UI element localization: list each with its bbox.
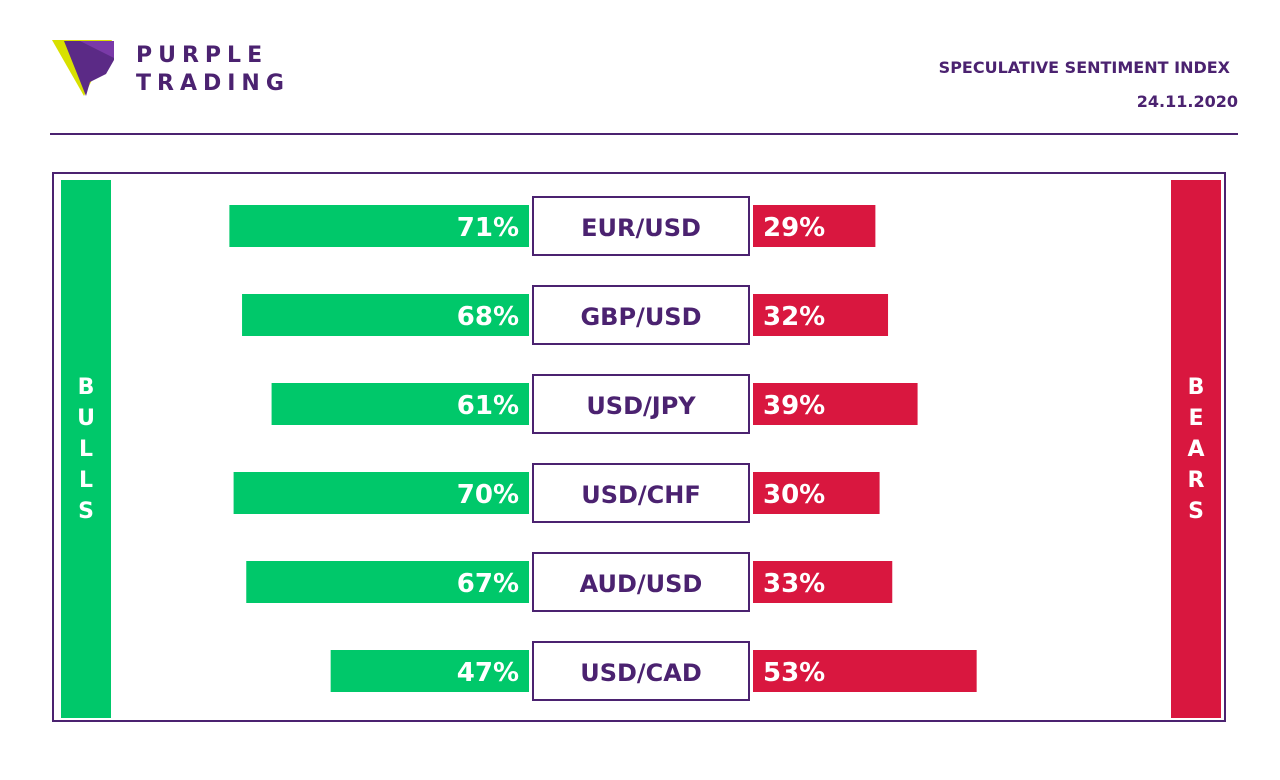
bulls-bar (229, 205, 529, 247)
bears-value-label: 39% (763, 391, 825, 421)
header-divider (50, 133, 1238, 135)
pair-box (532, 374, 750, 434)
purple-trading-logo: PURPLE TRADING (50, 38, 320, 100)
bears-value-label: 30% (763, 480, 825, 510)
bulls-bar (242, 294, 530, 336)
bears-bar (753, 205, 876, 247)
bulls-letter: L (78, 467, 94, 493)
bears-bar (753, 383, 918, 425)
currency-pair-label: USD/JPY (586, 392, 696, 420)
bulls-bar (271, 383, 529, 425)
currency-pair-label: GBP/USD (580, 303, 701, 331)
pair-box (532, 463, 750, 523)
bulls-value-label: 47% (457, 658, 519, 688)
currency-pair-label: USD/CAD (580, 659, 702, 687)
logo-triangle-icon (52, 40, 114, 96)
bulls-bar (330, 650, 529, 692)
pair-box (532, 196, 750, 256)
logo-text: PURPLE TRADING (136, 42, 290, 98)
bulls-bar (246, 561, 529, 603)
currency-pair-label: AUD/USD (580, 570, 703, 598)
currency-pair-label: EUR/USD (581, 214, 701, 242)
bulls-letter: L (78, 436, 94, 462)
bears-bar (753, 561, 893, 603)
bulls-letter: U (77, 405, 95, 431)
bears-letter: E (1188, 405, 1204, 431)
bears-value-label: 53% (763, 658, 825, 688)
bulls-value-label: 67% (457, 569, 519, 599)
report-title: SPECULATIVE SENTIMENT INDEX (938, 58, 1230, 77)
bears-letter: R (1187, 467, 1205, 493)
bears-letter: B (1187, 374, 1205, 400)
bears-letter: S (1188, 498, 1204, 524)
pair-box (532, 552, 750, 612)
chart-frame (52, 172, 1226, 722)
bulls-letter: B (77, 374, 95, 400)
bears-letter: A (1187, 436, 1205, 462)
report-date: 24.11.2020 (1136, 92, 1238, 111)
bulls-value-label: 68% (457, 302, 519, 332)
bears-bar (753, 650, 977, 692)
logo-line-1: PURPLE (136, 43, 269, 68)
bulls-bar (233, 472, 529, 514)
bears-value-label: 33% (763, 569, 825, 599)
bulls-value-label: 70% (457, 480, 519, 510)
pair-box (532, 285, 750, 345)
currency-pair-label: USD/CHF (581, 481, 701, 509)
bears-value-label: 29% (763, 213, 825, 243)
logo-line-2: TRADING (136, 71, 290, 96)
bulls-value-label: 71% (457, 213, 519, 243)
bears-bar (753, 472, 880, 514)
bulls-letter: S (78, 498, 94, 524)
bears-bar (753, 294, 889, 336)
bears-value-label: 32% (763, 302, 825, 332)
bulls-value-label: 61% (457, 391, 519, 421)
pair-box (532, 641, 750, 701)
